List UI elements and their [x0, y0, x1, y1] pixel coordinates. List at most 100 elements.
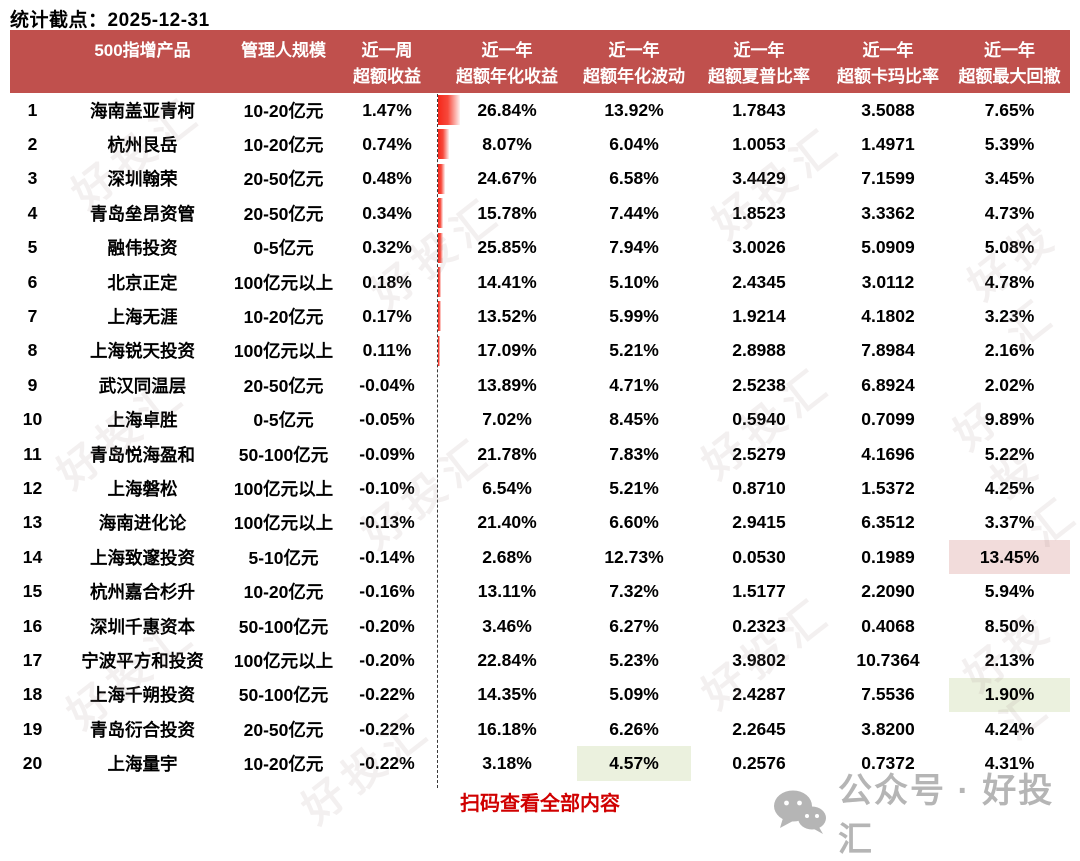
cell-week: 0.74% — [362, 134, 412, 155]
cell-calmar: 7.1599 — [861, 168, 915, 189]
cell-scale: 100亿元以上 — [233, 478, 334, 499]
table-row: 16 深圳千惠资本 50-100亿元 -0.20% 3.46% 6.27% 0.2323 0.… — [10, 609, 1070, 643]
cell-product: 上海磐松 — [107, 478, 178, 499]
cell-scale: 0-5亿元 — [253, 238, 314, 259]
cell-product: 海南进化论 — [98, 513, 187, 534]
cell-calmar: 3.0112 — [861, 271, 915, 292]
cell-sharpe: 0.5940 — [732, 409, 786, 430]
cell-rank: 10 — [22, 409, 43, 430]
table-row: 2 杭州艮岳 10-20亿元 0.74% 8.07% 6.04% 1.0053 1.4971 5… — [10, 127, 1070, 161]
cell-annual: 6.54% — [482, 477, 532, 498]
cell-week: -0.04% — [359, 374, 415, 395]
cell-drawdown: 5.94% — [984, 581, 1035, 602]
cell-rank: 6 — [27, 271, 38, 292]
cell-week: 0.48% — [362, 168, 412, 189]
cell-product: 宁波平方和投资 — [81, 650, 204, 671]
cell-drawdown: 3.37% — [984, 512, 1035, 533]
column-header-rank — [10, 30, 55, 93]
table-row: 7 上海无涯 10-20亿元 0.17% 13.52% 5.99% 1.9214 4.1802… — [10, 299, 1070, 333]
cell-annual: 13.52% — [477, 306, 537, 327]
cell-week: 0.11% — [362, 340, 412, 361]
cell-product: 杭州艮岳 — [107, 135, 178, 156]
cell-sharpe: 0.8710 — [732, 477, 786, 498]
cell-scale: 100亿元以上 — [233, 650, 334, 671]
column-header-vol: 近一年超额年化波动率 — [583, 41, 685, 86]
cell-week: -0.22% — [359, 718, 415, 739]
cell-sharpe: 1.9214 — [732, 306, 786, 327]
cell-annual: 26.84% — [477, 99, 537, 120]
cell-week: -0.10% — [359, 477, 415, 498]
cell-product: 上海量宇 — [107, 754, 178, 775]
cell-calmar: 3.5088 — [861, 99, 915, 120]
cell-sharpe: 2.4287 — [732, 684, 786, 705]
cell-week: 0.32% — [362, 237, 412, 258]
cell-product: 上海无涯 — [107, 307, 178, 328]
cell-week: -0.22% — [359, 753, 415, 774]
cell-product: 融伟投资 — [107, 238, 178, 259]
cell-sharpe: 0.2323 — [732, 615, 786, 636]
cell-calmar: 0.1989 — [861, 546, 915, 567]
column-header-drawdown: 近一年 超额最大回撤 — [958, 41, 1061, 86]
cell-sharpe: 2.9415 — [732, 512, 786, 533]
cell-vol: 5.10% — [609, 271, 659, 292]
week-return-databar — [438, 163, 445, 194]
cell-annual: 24.67% — [477, 168, 537, 189]
data-table: 500指增产品管理人规模近一周超额收益近一年超额年化收益近一年超额年化波动率近一… — [10, 30, 1070, 788]
cell-rank: 9 — [27, 374, 38, 395]
cell-annual: 2.68% — [482, 546, 532, 567]
cell-calmar: 7.8984 — [861, 340, 915, 361]
cell-vol: 8.45% — [609, 409, 659, 430]
cell-drawdown: 5.22% — [984, 443, 1035, 464]
cell-rank: 19 — [22, 718, 43, 739]
cell-scale: 20-50亿元 — [243, 169, 324, 190]
cell-scale: 50-100亿元 — [238, 685, 329, 706]
cell-scale: 50-100亿元 — [238, 616, 329, 637]
cell-scale: 10-20亿元 — [243, 754, 324, 775]
table-row: 19 青岛衍合投资 20-50亿元 -0.22% 16.18% 6.26% 2.2645 3.… — [10, 712, 1070, 746]
cell-sharpe: 3.0026 — [732, 237, 786, 258]
column-header-product: 500指增产品 — [94, 41, 191, 60]
cell-rank: 2 — [27, 134, 38, 155]
cell-sharpe: 1.5177 — [732, 581, 786, 602]
cell-drawdown: 13.45% — [949, 540, 1070, 575]
cell-drawdown: 4.73% — [984, 202, 1035, 223]
cell-sharpe: 0.0530 — [732, 546, 786, 567]
cell-rank: 20 — [22, 753, 43, 774]
cell-rank: 1 — [27, 99, 38, 120]
cell-week: -0.20% — [359, 615, 415, 636]
cell-annual: 14.41% — [477, 271, 537, 292]
cell-vol: 4.71% — [609, 374, 659, 395]
cell-scale: 20-50亿元 — [243, 203, 324, 224]
table-row: 20 上海量宇 10-20亿元 -0.22% 3.18% 4.57% 0.2576 0.737… — [10, 746, 1070, 781]
cell-drawdown: 3.23% — [984, 306, 1035, 327]
cell-rank: 16 — [22, 615, 43, 636]
cell-calmar: 1.4971 — [861, 134, 915, 155]
cell-drawdown: 2.13% — [984, 649, 1035, 670]
cell-sharpe: 2.5279 — [732, 443, 786, 464]
cell-calmar: 3.3362 — [861, 202, 915, 223]
cell-drawdown: 4.78% — [984, 271, 1035, 292]
cell-drawdown: 2.16% — [984, 340, 1035, 361]
cell-vol: 12.73% — [604, 546, 664, 567]
table-row: 3 深圳翰荣 20-50亿元 0.48% 24.67% 6.58% 3.4429 7.1599… — [10, 162, 1070, 196]
cell-calmar: 3.8200 — [861, 718, 915, 739]
cell-rank: 17 — [22, 649, 43, 670]
cell-vol: 5.09% — [609, 684, 659, 705]
week-return-databar — [438, 95, 460, 125]
cell-calmar: 4.1696 — [861, 443, 915, 464]
cell-scale: 20-50亿元 — [243, 719, 324, 740]
table-row: 1 海南盖亚青柯 10-20亿元 1.47% 26.84% 13.92% 1.7843 3.5… — [10, 93, 1070, 127]
cell-calmar: 0.4068 — [861, 615, 915, 636]
cell-product: 青岛衍合投资 — [90, 719, 195, 740]
week-return-databar — [438, 301, 441, 332]
table-row: 9 武汉同温层 20-50亿元 -0.04% 13.89% 4.71% 2.5238 6.89… — [10, 368, 1070, 402]
cell-scale: 5-10亿元 — [248, 547, 319, 568]
cell-annual: 13.89% — [477, 374, 537, 395]
cell-product: 海南盖亚青柯 — [90, 100, 195, 121]
cell-vol: 5.21% — [609, 340, 659, 361]
cell-week: 0.18% — [362, 271, 412, 292]
cell-week: -0.09% — [359, 443, 415, 464]
cell-vol: 7.83% — [609, 443, 659, 464]
cell-annual: 17.09% — [477, 340, 537, 361]
cell-sharpe: 3.4429 — [732, 168, 786, 189]
